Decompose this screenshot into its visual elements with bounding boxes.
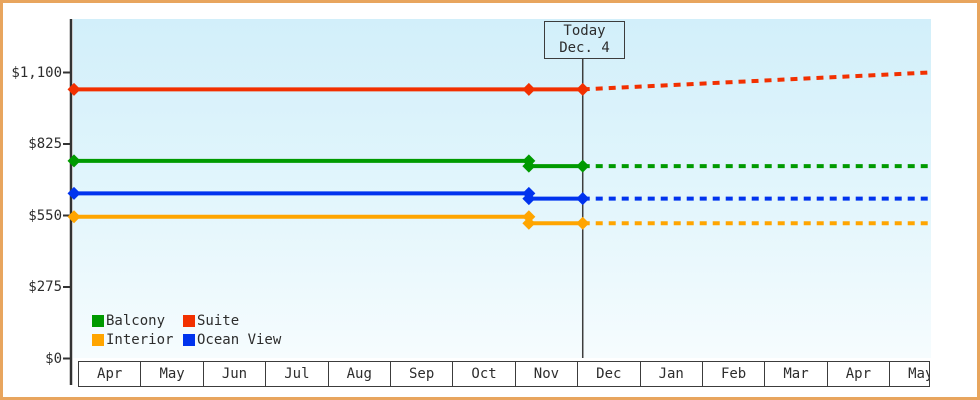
price-marker <box>576 216 590 230</box>
price-marker <box>522 159 536 173</box>
month-cell-mar: Mar <box>765 362 828 386</box>
month-cell-jun: Jun <box>204 362 267 386</box>
price-marker <box>522 192 536 206</box>
price-marker <box>576 82 590 96</box>
month-cell-oct: Oct <box>453 362 516 386</box>
price-marker <box>67 154 81 168</box>
legend-item-ocean-view: Ocean View <box>183 333 281 347</box>
price-marker <box>67 210 81 224</box>
series-line-balcony <box>74 158 583 169</box>
price-marker <box>67 186 81 200</box>
month-cell-jan: Jan <box>641 362 703 386</box>
today-date: Dec. 4 <box>559 40 610 56</box>
price-marker <box>522 216 536 230</box>
month-cell-apr: Apr <box>79 362 142 386</box>
plot-area <box>73 19 931 358</box>
month-cell-apr: Apr <box>828 362 891 386</box>
legend-swatch <box>92 315 104 327</box>
month-cell-dec: Dec <box>578 362 641 386</box>
x-axis-month-band: Apr May Jun Jul Aug Sep Oct Nov Dec Jan Feb Mar Apr M… <box>78 361 930 387</box>
series-line-interior <box>74 214 583 226</box>
month-cell-aug: Aug <box>329 362 391 386</box>
month-cell-nov: Nov <box>516 362 579 386</box>
price-marker <box>522 82 536 96</box>
legend-label: Ocean View <box>197 332 282 348</box>
series-line-ocean-view <box>74 191 583 201</box>
today-label: Today <box>563 23 606 39</box>
legend-swatch <box>183 334 195 346</box>
legend-swatch <box>183 315 195 327</box>
forecast-line-suite <box>582 70 930 92</box>
month-cell-may: May <box>890 362 929 386</box>
legend-label: Interior <box>106 332 174 348</box>
legend-item-balcony: Balcony <box>92 314 183 328</box>
today-marker-box: Today Dec. 4 <box>544 21 625 59</box>
legend-item-interior: Interior <box>92 333 183 347</box>
price-marker <box>576 159 590 173</box>
price-marker <box>576 192 590 206</box>
legend-label: Balcony <box>106 313 166 329</box>
month-cell-feb: Feb <box>703 362 766 386</box>
legend-label: Suite <box>197 313 240 329</box>
legend: Balcony Suite Interior Ocean View <box>92 314 281 347</box>
legend-swatch <box>92 334 104 346</box>
month-cell-may: May <box>141 362 204 386</box>
price-marker <box>67 82 81 96</box>
legend-item-suite: Suite <box>183 314 281 328</box>
month-cell-jul: Jul <box>266 362 329 386</box>
month-cell-sep: Sep <box>391 362 454 386</box>
